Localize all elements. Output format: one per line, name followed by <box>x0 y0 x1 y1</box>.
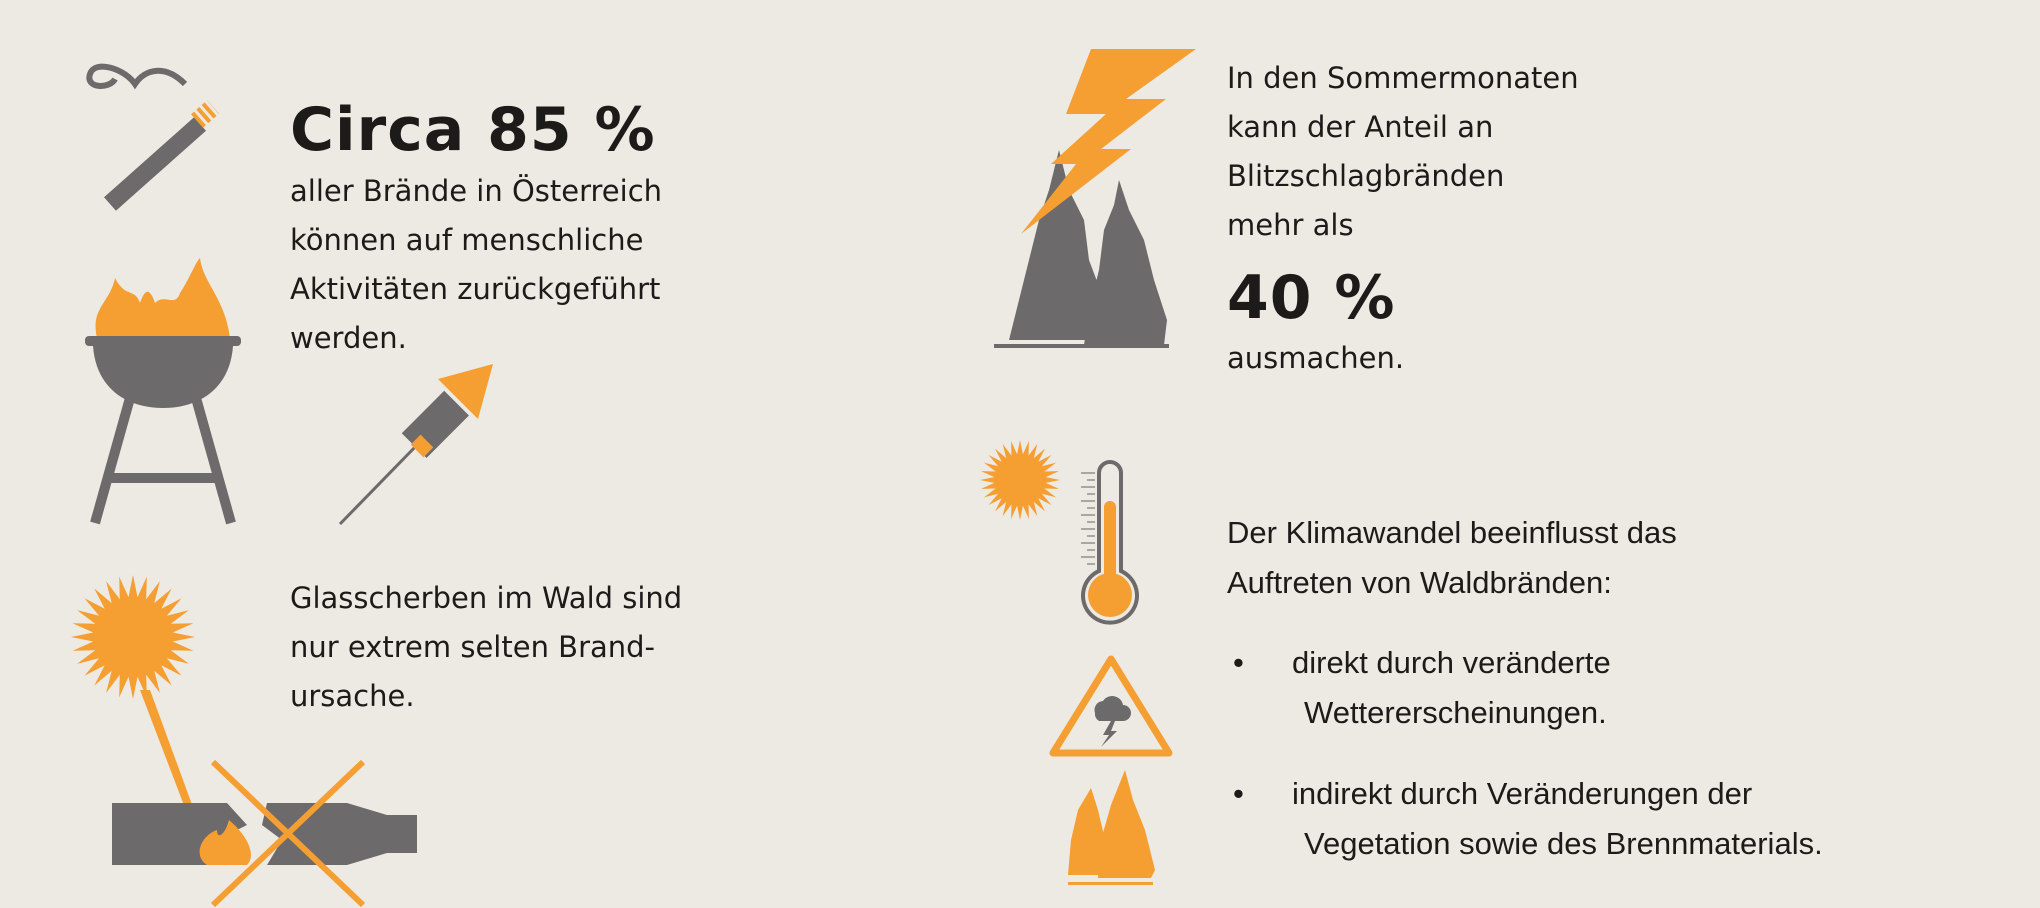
trees-icon <box>994 150 1169 348</box>
bullet-line: Vegetation sowie des Brennmaterials. <box>1304 826 1823 861</box>
cigarette-icon <box>86 63 219 211</box>
bullet-item: • indirekt durch Veränderungen der Veget… <box>1227 769 1823 869</box>
text-line: können auf menschliche <box>290 223 644 257</box>
text-line: Auftreten von Waldbränden: <box>1227 565 1612 600</box>
text-line: ursache. <box>290 679 415 713</box>
lightning-icon <box>1021 49 1196 234</box>
climate-intro: Der Klimawandel beeinflusst das Auftrete… <box>1227 508 1677 608</box>
sun-icon <box>979 439 1061 521</box>
sun-icon <box>71 575 195 699</box>
text-line: Der Klimawandel beeinflusst das <box>1227 515 1677 550</box>
text-line: mehr als <box>1227 208 1354 242</box>
storm-warning-icon <box>1049 655 1173 757</box>
bullet-marker: • <box>1233 645 1244 680</box>
bullet-line: indirekt durch Veränderungen der <box>1292 776 1753 811</box>
human-text: aller Brände in Österreich können auf me… <box>290 167 662 363</box>
bullet-marker: • <box>1233 776 1244 811</box>
text-line: Glasscherben im Wald sind <box>290 581 683 615</box>
bullet-item: • direkt durch veränderte Wettererschein… <box>1227 638 1611 738</box>
human-headline: Circa 85 % <box>290 95 656 165</box>
cross-icon <box>210 759 366 908</box>
text-line: Aktivitäten zurückgeführt <box>290 272 661 306</box>
text-line: werden. <box>290 321 407 355</box>
trees-icon <box>1068 770 1155 885</box>
lightning-text: In den Sommermonaten kann der Anteil an … <box>1227 54 1579 250</box>
text-line: Blitzschlagbränden <box>1227 159 1505 193</box>
text-line: kann der Anteil an <box>1227 110 1494 144</box>
grill-icon <box>85 258 241 525</box>
text-line: In den Sommermonaten <box>1227 61 1579 95</box>
bullet-line: direkt durch veränderte <box>1292 645 1611 680</box>
lightning-headline: 40 % <box>1227 263 1396 333</box>
lightning-after: ausmachen. <box>1227 341 1405 375</box>
glass-text: Glasscherben im Wald sind nur extrem sel… <box>290 574 682 721</box>
rocket-icon <box>338 364 493 526</box>
thermometer-icon <box>1081 459 1139 625</box>
text-line: aller Brände in Österreich <box>290 174 663 208</box>
bullet-line: Wettererscheinungen. <box>1304 695 1607 730</box>
text-line: nur extrem selten Brand- <box>290 630 656 664</box>
